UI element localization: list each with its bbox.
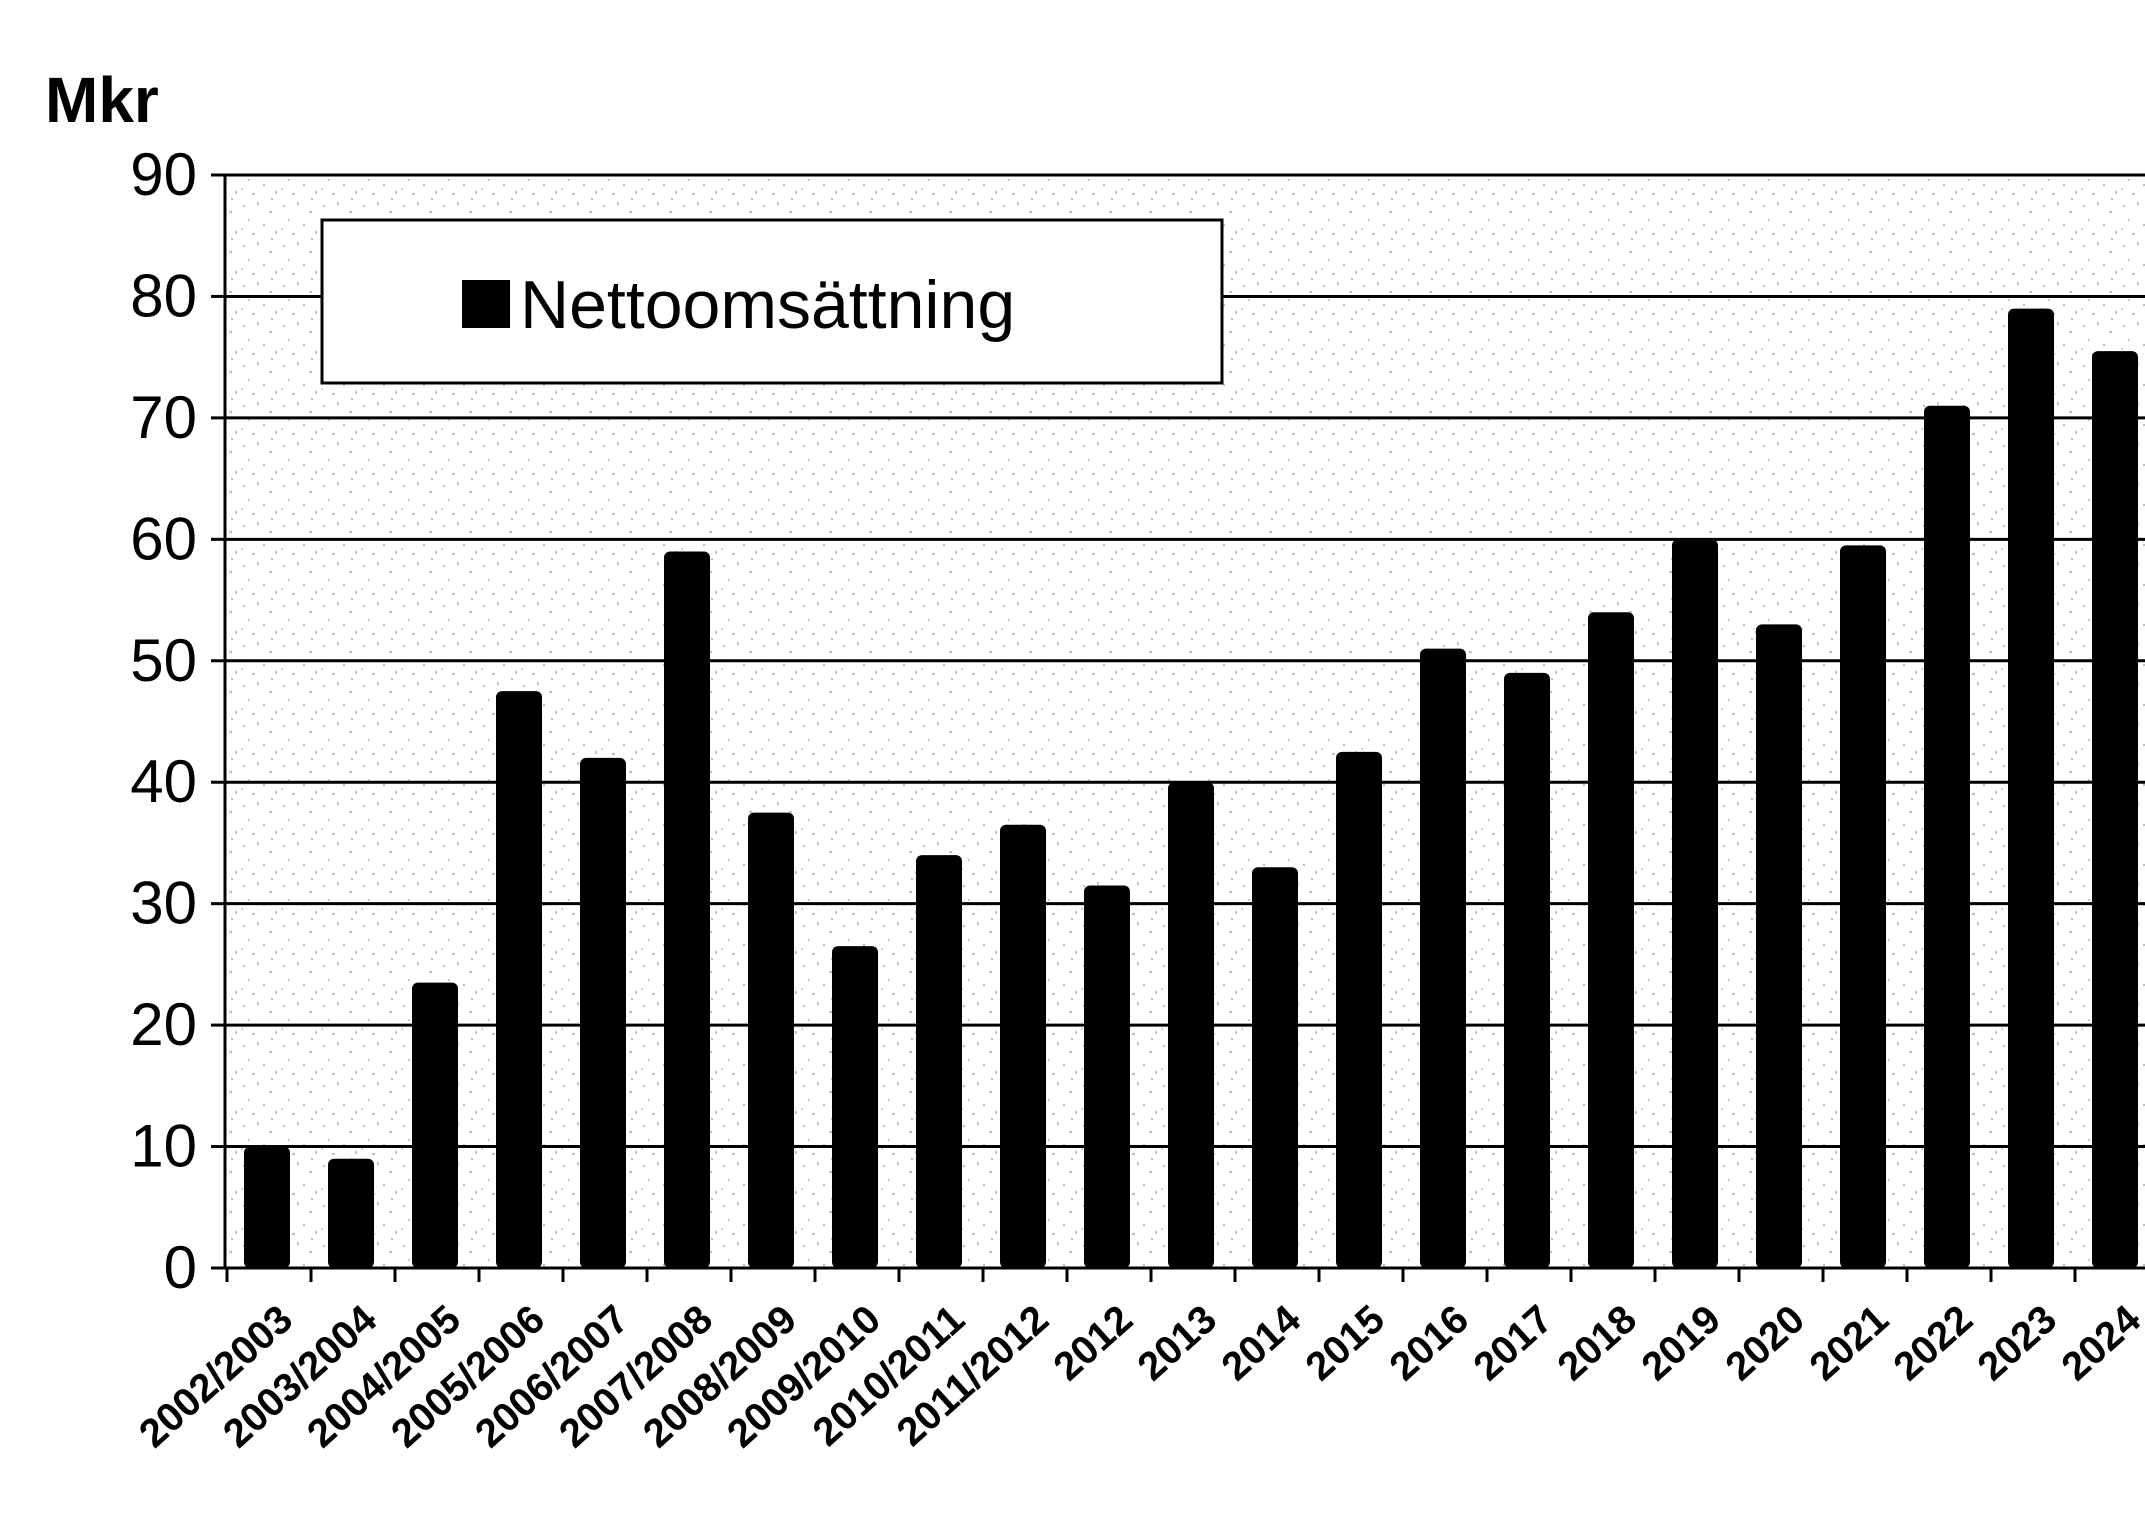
bar-2022	[1924, 405, 1970, 1268]
x-tick-label: 2018	[1549, 1297, 1645, 1389]
x-axis-ticks: 2002/20032003/20042004/20052005/20062006…	[131, 1268, 2145, 1456]
bar-2023	[2008, 308, 2054, 1269]
bar-2010-2011	[916, 855, 962, 1268]
bar-2013	[1168, 782, 1214, 1268]
bar-2020	[1756, 624, 1802, 1268]
bar-2014	[1252, 867, 1298, 1268]
x-tick-label: 2022	[1885, 1297, 1981, 1389]
y-tick-label: 0	[164, 1234, 197, 1301]
bar-2016	[1420, 648, 1466, 1268]
y-tick-label: 60	[130, 505, 197, 572]
bar-2005-2006	[496, 691, 542, 1268]
x-tick-label: 2019	[1633, 1297, 1729, 1389]
legend: Nettoomsättning	[320, 218, 1224, 385]
bar-2002-2003	[244, 1146, 290, 1268]
y-tick-label: 30	[130, 870, 197, 937]
legend-label: Nettoomsättning	[520, 267, 1015, 343]
y-axis-ticks: 0 10 20 30 40 50 60 70 80 90	[130, 141, 225, 1301]
y-axis-label: Mkr	[45, 64, 159, 136]
y-tick-label: 40	[130, 748, 197, 815]
x-tick-label: 2016	[1381, 1297, 1477, 1389]
x-tick-label: 2023	[1969, 1297, 2065, 1389]
bar-2004-2005	[412, 982, 458, 1268]
x-tick-label: 2015	[1297, 1297, 1393, 1389]
y-tick-label: 20	[130, 991, 197, 1058]
bar-2008-2009	[748, 812, 794, 1268]
y-tick-label: 10	[130, 1113, 197, 1180]
bar-2017	[1504, 672, 1550, 1268]
bar-2011-2012	[1000, 824, 1046, 1268]
bars	[244, 308, 2138, 1269]
bar-2003-2004	[328, 1158, 374, 1268]
bar-2019	[1672, 539, 1718, 1268]
y-tick-label: 80	[130, 262, 197, 329]
x-tick-label: 2024	[2053, 1296, 2145, 1389]
y-tick-label: 70	[130, 384, 197, 451]
bar-2015	[1336, 751, 1382, 1268]
x-tick-label: 2020	[1717, 1297, 1813, 1389]
legend-swatch	[462, 280, 510, 328]
bar-2009-2010	[832, 946, 878, 1268]
x-tick-label: 2012	[1045, 1297, 1141, 1389]
bar-2024	[2092, 351, 2138, 1268]
bar-2012	[1084, 885, 1130, 1268]
y-tick-label: 90	[130, 141, 197, 208]
bar-2006-2007	[580, 757, 626, 1268]
x-tick-label: 2014	[1213, 1296, 1309, 1389]
x-tick-label: 2021	[1801, 1297, 1897, 1389]
bar-2018	[1588, 612, 1634, 1268]
y-tick-label: 50	[130, 627, 197, 694]
x-tick-label: 2013	[1129, 1297, 1225, 1389]
bar-2021	[1840, 545, 1886, 1268]
x-tick-label: 2017	[1465, 1297, 1561, 1389]
bar-2007-2008	[664, 551, 710, 1268]
